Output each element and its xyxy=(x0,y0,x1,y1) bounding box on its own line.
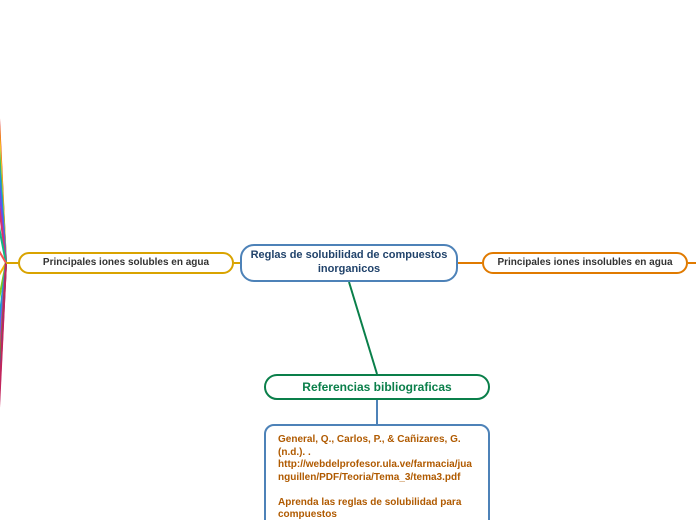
references-body-text: General, Q., Carlos, P., & Cañizares, G.… xyxy=(278,434,476,520)
references-title-node[interactable]: Referencias bibliograficas xyxy=(264,374,490,400)
branch-soluble-ions[interactable]: Principales iones solubles en agua xyxy=(18,252,234,274)
references-body-node: General, Q., Carlos, P., & Cañizares, G.… xyxy=(264,424,490,520)
branch-insoluble-ions[interactable]: Principales iones insolubles en agua xyxy=(482,252,688,274)
center-node[interactable]: Reglas de solubilidad de compuestos inor… xyxy=(240,244,458,282)
